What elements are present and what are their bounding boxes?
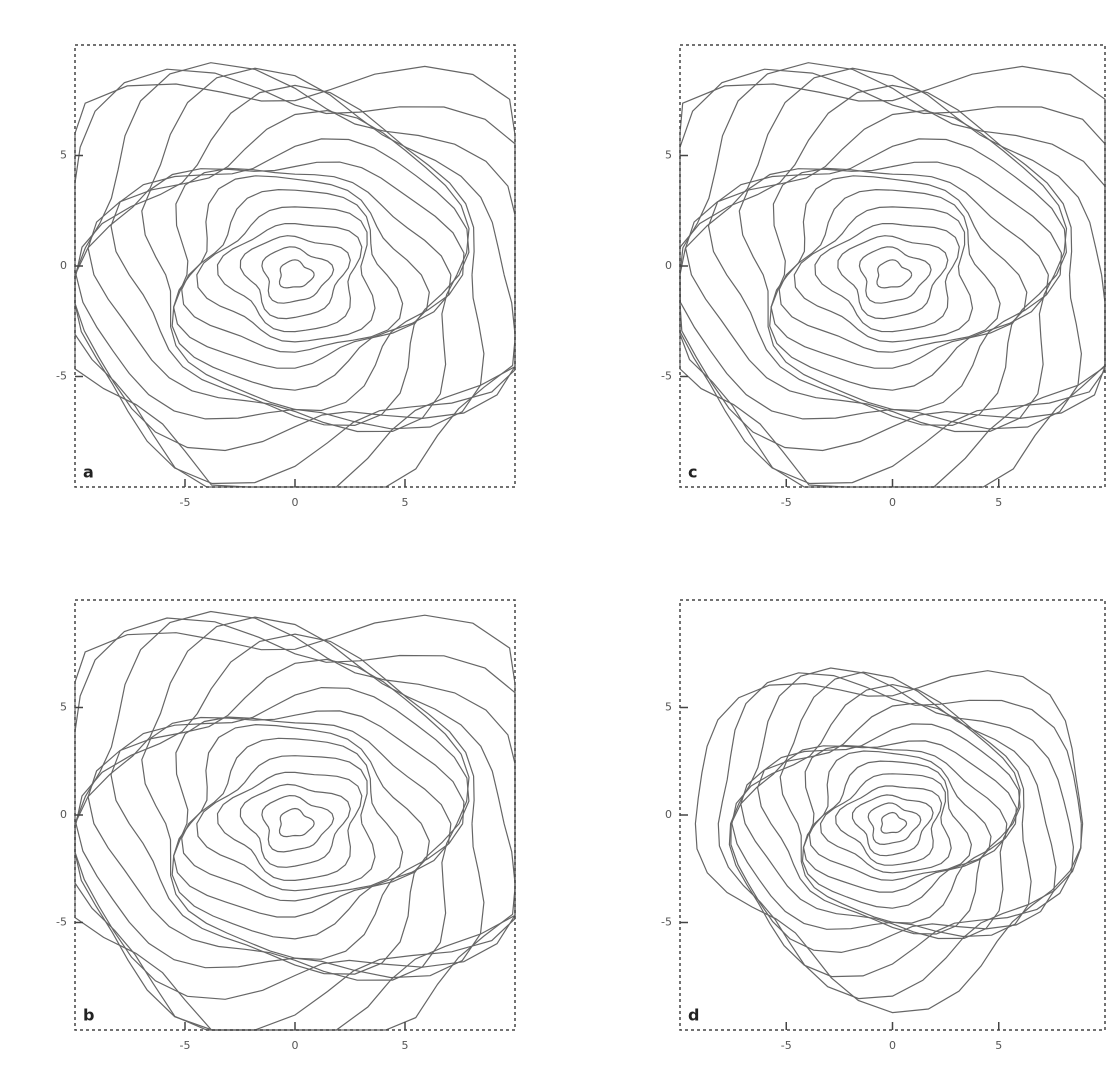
contour [814, 223, 960, 333]
contour [867, 802, 922, 846]
contour [110, 138, 470, 427]
contour [819, 773, 952, 874]
y-tick-label: 0 [60, 259, 67, 272]
contour [216, 223, 363, 333]
contour [778, 188, 1001, 353]
contour [278, 807, 315, 838]
x-tick-label: 0 [292, 496, 299, 509]
contour [707, 138, 1068, 427]
contour [876, 259, 913, 289]
contour [172, 723, 430, 918]
contour [75, 84, 485, 430]
contour [75, 633, 485, 979]
contour [87, 658, 470, 981]
contour [74, 68, 516, 488]
contour [74, 65, 516, 488]
x-tick-label: -5 [781, 496, 792, 509]
x-tick-label: -5 [781, 1039, 792, 1052]
contour [196, 755, 376, 892]
contour [779, 740, 1017, 924]
contour [684, 109, 1068, 433]
contour [278, 259, 315, 289]
x-tick-label: 5 [995, 496, 1002, 509]
contour [172, 175, 430, 369]
y-tick-label: 5 [60, 701, 67, 714]
contour [808, 760, 973, 881]
contour [261, 794, 335, 853]
panel: -5 0 5 5 0 -5 c [661, 44, 1106, 509]
contour [694, 670, 1084, 1014]
panel-label: c [688, 463, 697, 482]
contour [261, 246, 335, 304]
contour [738, 161, 1063, 412]
contour [196, 206, 376, 343]
x-tick-label: 5 [402, 1039, 409, 1052]
x-tick-label: 0 [889, 496, 896, 509]
contour [740, 702, 1021, 940]
contour [239, 235, 351, 320]
y-tick-label: -5 [56, 916, 67, 929]
contour [141, 161, 465, 412]
contour [731, 683, 1032, 938]
contour [87, 109, 470, 433]
panel-label: a [83, 463, 94, 482]
contour [756, 723, 1021, 935]
y-tick-label: 0 [60, 808, 67, 821]
panel-label: b [83, 1006, 94, 1025]
contour [171, 716, 452, 940]
contour [728, 667, 1075, 978]
contour [717, 672, 1082, 1000]
contour [141, 710, 465, 960]
contour [769, 167, 1049, 391]
y-tick-label: -5 [56, 370, 67, 383]
x-tick-label: -5 [180, 496, 191, 509]
contour [835, 785, 943, 866]
contour [770, 175, 1028, 369]
contour [679, 65, 1106, 488]
contour [181, 188, 404, 353]
panel: -5 0 5 5 0 -5 a [56, 44, 516, 509]
y-tick-label: -5 [661, 370, 672, 383]
contour [851, 794, 934, 857]
contour [239, 783, 351, 868]
x-tick-label: 0 [292, 1039, 299, 1052]
panel: -5 0 5 5 0 -5 d [661, 599, 1106, 1052]
panel-label: d [688, 1006, 699, 1025]
contour [679, 68, 1106, 488]
y-tick-label: 5 [665, 149, 672, 162]
contour [858, 246, 932, 304]
y-tick-label: 0 [665, 808, 672, 821]
contour [171, 167, 452, 391]
contour [793, 206, 974, 343]
y-tick-label: 5 [60, 149, 67, 162]
y-tick-label: 0 [665, 259, 672, 272]
x-tick-label: 5 [402, 496, 409, 509]
contour [216, 771, 363, 882]
panel: -5 0 5 5 0 -5 b [56, 599, 516, 1052]
y-tick-label: 5 [665, 701, 672, 714]
x-tick-label: 5 [995, 1039, 1002, 1052]
y-tick-label: -5 [661, 916, 672, 929]
contour [801, 744, 1008, 909]
contour [880, 811, 908, 834]
contour [837, 235, 949, 320]
contour [74, 617, 516, 1031]
contour [110, 686, 470, 975]
x-tick-label: 0 [889, 1039, 896, 1052]
x-tick-label: -5 [180, 1039, 191, 1052]
contour [74, 614, 516, 1031]
contour [802, 750, 992, 893]
contour [181, 737, 404, 902]
